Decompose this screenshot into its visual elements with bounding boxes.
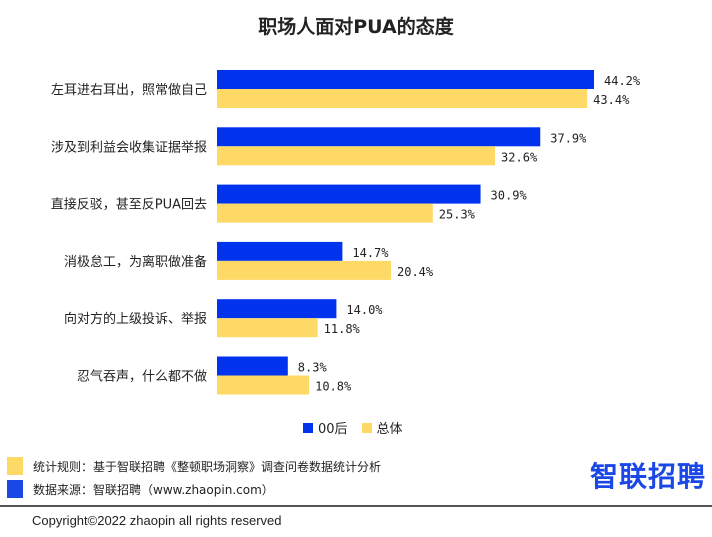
copyright: Copyright©2022 zhaopin all rights reserv… [32, 513, 282, 528]
legend-item-total: 总体 [361, 418, 403, 437]
data-label: 30.9% [491, 189, 528, 203]
data-label: 11.8% [324, 322, 361, 336]
bar-00hou [217, 70, 594, 89]
bar-total [217, 318, 318, 338]
chart-title: 职场人面对PUA的态度 [258, 16, 454, 38]
data-label: 10.8% [315, 380, 352, 394]
data-label: 14.0% [346, 303, 383, 317]
note-text: 统计规则：基于智联招聘《整顿职场洞察》调查问卷数据统计分析 [33, 459, 382, 474]
zhaopin-logo: 智联招聘 [589, 460, 706, 493]
bar-00hou [217, 299, 337, 319]
bar-total [217, 203, 433, 223]
divider [0, 505, 712, 507]
data-label: 25.3% [439, 208, 476, 222]
category-label: 直接反驳，甚至反PUA回去 [51, 197, 207, 213]
legend-swatch [361, 422, 372, 433]
bar-total [217, 375, 310, 395]
note-swatch [7, 457, 23, 475]
category-label: 涉及到利益会收集证据举报 [51, 139, 207, 155]
legend: 00后 总体 [303, 418, 403, 437]
legend-swatch [303, 422, 313, 433]
category-label: 消极怠工，为离职做准备 [64, 254, 207, 270]
data-label: 14.7% [352, 246, 389, 260]
data-label: 32.6% [501, 150, 538, 164]
bar-00hou [217, 241, 343, 261]
note-swatch [7, 480, 23, 498]
data-label: 20.4% [397, 265, 434, 279]
legend-item-00hou: 00后 [303, 418, 348, 437]
bar-total [217, 89, 588, 108]
data-label: 37.9% [550, 131, 587, 145]
bar-chart: 左耳进右耳出，照常做自己 44.2% 43.4% 涉及到利益会收集证据举报 37.9% 3… [51, 70, 641, 395]
note-rule: 统计规则：基于智联招聘《整顿职场洞察》调查问卷数据统计分析 [7, 457, 381, 475]
category-label: 向对方的上级投诉、举报 [64, 311, 207, 327]
legend-label: 总体 [376, 422, 403, 437]
data-label: 44.2% [604, 74, 641, 88]
data-label: 43.4% [593, 93, 630, 107]
category-label: 忍气吞声，什么都不做 [77, 369, 207, 385]
bar-00hou [217, 127, 541, 147]
data-label: 8.3% [298, 361, 328, 375]
note-text: 数据来源：智联招聘（www.zhaopin.com） [33, 482, 274, 497]
category-label: 左耳进右耳出，照常做自己 [51, 83, 207, 98]
note-source: 数据来源：智联招聘（www.zhaopin.com） [7, 480, 274, 498]
bar-00hou [217, 184, 481, 204]
legend-label: 00后 [318, 422, 348, 437]
bar-total [217, 146, 496, 166]
bar-00hou [217, 356, 288, 376]
bar-total [217, 260, 391, 280]
